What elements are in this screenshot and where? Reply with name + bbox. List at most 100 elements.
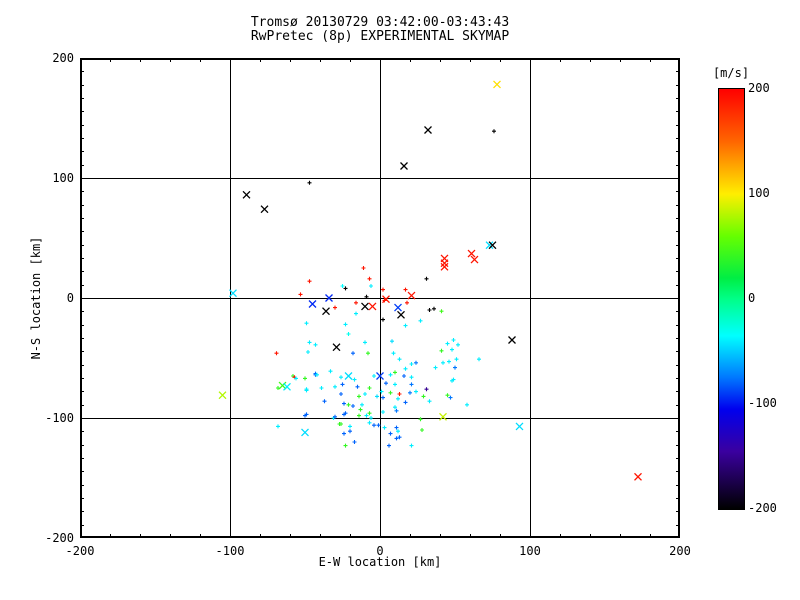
- scatter-point: [376, 423, 381, 428]
- x-tick-label: 0: [376, 544, 384, 558]
- scatter-point: [414, 389, 418, 394]
- scatter-point: [388, 390, 393, 395]
- scatter-point: [298, 292, 303, 297]
- scatter-point: [307, 340, 312, 345]
- scatter-point: [307, 180, 312, 185]
- scatter-point: [394, 436, 399, 441]
- axis-tick: [80, 391, 84, 393]
- axis-tick: [676, 311, 680, 313]
- colorbar-tick-label: -200: [748, 501, 777, 515]
- scatter-point: [367, 276, 372, 281]
- scatter-point: [439, 348, 444, 353]
- scatter-point: [276, 424, 280, 429]
- y-tick-label: 200: [52, 51, 74, 65]
- axis-tick: [80, 284, 84, 286]
- scatter-point: [382, 298, 387, 303]
- axis-tick: [80, 258, 84, 259]
- scatter-point: [339, 375, 343, 380]
- axis-tick: [80, 191, 84, 193]
- scatter-point: [402, 374, 406, 378]
- x-tick-label: 100: [519, 544, 541, 558]
- axis-tick: [80, 471, 84, 473]
- axis-tick: [676, 351, 680, 353]
- scatter-point: [308, 300, 317, 308]
- axis-tick: [260, 58, 261, 62]
- axis-tick: [676, 231, 680, 233]
- scatter-point: [384, 381, 388, 386]
- scatter-point: [354, 311, 358, 316]
- axis-tick: [676, 191, 680, 193]
- axis-tick: [650, 534, 651, 538]
- axis-tick: [110, 534, 111, 538]
- scatter-point: [387, 443, 391, 448]
- scatter-point: [333, 384, 337, 389]
- scatter-point: [421, 394, 426, 399]
- scatter-point: [283, 382, 291, 391]
- axis-tick: [140, 534, 141, 538]
- scatter-point: [315, 372, 319, 377]
- axis-tick: [230, 530, 231, 538]
- scatter-point: [352, 440, 357, 444]
- scatter-point: [407, 291, 416, 300]
- scatter-point: [403, 400, 408, 405]
- axis-tick: [80, 298, 88, 299]
- axis-tick: [80, 124, 84, 126]
- scatter-point: [488, 241, 497, 250]
- axis-tick: [676, 498, 680, 499]
- scatter-point: [346, 332, 351, 336]
- x-axis-title: E-W location [km]: [318, 555, 442, 569]
- scatter-point: [439, 412, 447, 421]
- axis-tick: [80, 338, 84, 339]
- axis-tick: [80, 164, 84, 166]
- axis-tick: [200, 58, 201, 62]
- axis-tick: [80, 71, 84, 73]
- scatter-point: [396, 396, 400, 401]
- scatter-point: [485, 241, 494, 250]
- scatter-point: [397, 435, 402, 440]
- colorbar: [718, 88, 745, 510]
- axis-tick: [80, 271, 84, 273]
- axis-tick: [560, 58, 561, 62]
- axis-tick: [80, 431, 84, 433]
- plot-title: Tromsø 20130729 03:42:00-03:43:43 RwPret…: [80, 16, 680, 44]
- axis-tick: [230, 58, 231, 66]
- axis-tick: [80, 458, 84, 459]
- axis-tick: [500, 534, 501, 538]
- axis-tick: [590, 534, 591, 538]
- axis-tick: [676, 124, 680, 126]
- axis-tick: [676, 258, 680, 259]
- axis-tick: [676, 151, 680, 153]
- scatter-point: [339, 422, 343, 426]
- scatter-point: [363, 392, 367, 396]
- axis-tick: [80, 484, 84, 486]
- scatter-point: [340, 284, 345, 288]
- plot-area: [80, 58, 680, 538]
- axis-tick: [440, 534, 441, 538]
- axis-tick: [676, 111, 680, 113]
- axis-tick: [620, 58, 621, 62]
- scatter-point: [343, 443, 348, 448]
- scatter-point: [342, 401, 346, 406]
- axis-tick: [80, 444, 84, 446]
- scatter-point: [368, 302, 377, 311]
- scatter-point: [427, 399, 432, 404]
- y-axis-title: N-S location [km]: [29, 236, 43, 360]
- scatter-point: [418, 318, 423, 323]
- axis-tick: [80, 364, 84, 366]
- axis-tick: [676, 98, 680, 99]
- axis-tick: [170, 58, 171, 62]
- axis-tick: [80, 231, 84, 233]
- scatter-point: [229, 289, 237, 298]
- axis-tick: [500, 58, 501, 62]
- axis-tick: [672, 298, 680, 299]
- scatter-point: [409, 362, 414, 366]
- scatter-point: [424, 387, 429, 392]
- axis-tick: [620, 534, 621, 538]
- scatter-point: [493, 80, 501, 89]
- axis-tick: [676, 524, 680, 526]
- axis-tick: [470, 534, 471, 538]
- scatter-point: [379, 389, 384, 394]
- axis-tick: [80, 404, 84, 406]
- scatter-point: [218, 391, 227, 400]
- scatter-point: [396, 429, 400, 434]
